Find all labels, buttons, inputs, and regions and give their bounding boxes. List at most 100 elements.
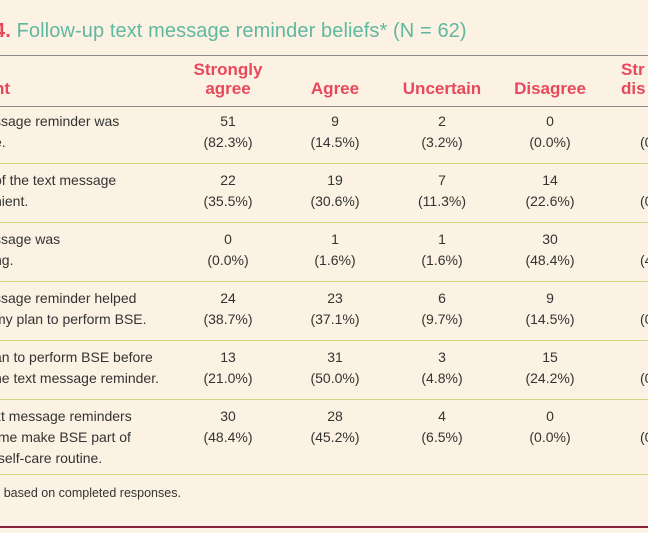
row-divider [0,399,648,400]
cell-percent: (24.2%) [525,370,575,386]
cell-count: 24 [220,290,236,306]
cell-percent: (14.5%) [310,134,360,150]
cell-disagree: 30 (48.4%) [505,229,595,271]
table-title-text: Follow-up text message reminder beliefs*… [16,20,467,42]
cell-count: 1 [331,231,339,247]
cell-percent: (38.7%) [203,311,253,327]
cell-count: 7 [438,172,446,188]
table-title: 4. Follow-up text message reminder belie… [0,20,467,43]
row-statement-line: xt message reminders [0,408,132,424]
cell-agree: 19 (30.6%) [290,170,380,212]
cell-strongly-disagree: (0 [640,429,648,445]
cell-percent: (6.5%) [421,429,463,445]
cell-count: 3 [438,349,446,365]
cell-count: 23 [327,290,343,306]
cell-percent: (0.0%) [529,134,571,150]
cell-agree: 31 (50.0%) [290,347,380,389]
row-statement: ssage was ng. [0,229,60,271]
col-header-strongly-disagree: Str dis [621,60,646,98]
cell-strongly-agree: 51 (82.3%) [183,111,273,153]
row-statement-line: me make BSE part of [0,429,131,445]
cell-disagree: 0 (0.0%) [505,111,595,153]
cell-disagree: 14 (22.6%) [505,170,595,212]
cell-uncertain: 6 (9.7%) [397,288,487,330]
cell-count: 2 [438,113,446,129]
cell-uncertain: 7 (11.3%) [397,170,487,212]
cell-percent: (50.0%) [310,370,360,386]
cell-strongly-agree: 22 (35.5%) [183,170,273,212]
cell-percent: (3.2%) [421,134,463,150]
cell-uncertain: 1 (1.6%) [397,229,487,271]
cell-percent: (9.7%) [421,311,463,327]
header-rule [0,106,648,107]
row-statement-line: an to perform BSE before [0,349,153,365]
col-header-strongly-disagree-line2: dis [621,79,646,98]
cell-uncertain: 2 (3.2%) [397,111,487,153]
cell-disagree: 9 (14.5%) [505,288,595,330]
cell-count: 0 [546,113,554,129]
row-statement: of the text message nient. [0,170,116,212]
row-divider [0,281,648,282]
cell-count: 0 [546,408,554,424]
cell-strongly-agree: 24 (38.7%) [183,288,273,330]
cell-disagree: 0 (0.0%) [505,406,595,448]
cell-percent: (30.6%) [310,193,360,209]
cell-uncertain: 4 (6.5%) [397,406,487,448]
row-statement: ssage reminder helped my plan to perform … [0,288,147,330]
cell-percent: (45.2%) [310,429,360,445]
cell-percent: (48.4%) [203,429,253,445]
row-statement-line: my plan to perform BSE. [0,311,147,327]
cell-percent: (37.1%) [310,311,360,327]
cell-agree: 1 (1.6%) [290,229,380,271]
cell-strongly-disagree: (0 [640,311,648,327]
cell-agree: 9 (14.5%) [290,111,380,153]
cell-percent: (22.6%) [525,193,575,209]
cell-count: 22 [220,172,236,188]
cell-agree: 28 (45.2%) [290,406,380,448]
cell-percent: (1.6%) [314,252,356,268]
cell-strongly-disagree: (0 [640,134,648,150]
cell-count: 9 [331,113,339,129]
top-rule [0,55,648,56]
cell-count: 9 [546,290,554,306]
cell-count: 4 [438,408,446,424]
cell-percent: (21.0%) [203,370,253,386]
cell-percent: (48.4%) [525,252,575,268]
cell-count: 30 [542,231,558,247]
cell-count: 19 [327,172,343,188]
row-statement: ssage reminder was e. [0,111,119,153]
row-statement-line: ssage reminder helped [0,290,137,306]
col-header-agree: Agree [310,79,360,98]
cell-percent: (1.6%) [421,252,463,268]
row-statement-line: ssage reminder was [0,113,120,129]
row-statement-line: self-care routine. [0,450,103,466]
footnote: s based on completed responses. [0,486,181,500]
col-header-strongly-agree: Strongly agree [183,60,273,98]
cell-strongly-agree: 0 (0.0%) [183,229,273,271]
table-number: 4. [0,20,11,42]
col-header-uncertain: Uncertain [402,79,482,98]
row-statement-line: nient. [0,193,29,209]
bottom-rule [0,526,648,528]
col-header-strongly-agree-line1: Strongly [193,60,263,79]
row-divider [0,340,648,341]
row-divider [0,222,648,223]
cell-count: 31 [327,349,343,365]
cell-count: 30 [220,408,236,424]
cell-count: 6 [438,290,446,306]
col-header-strongly-agree-line2: agree [205,79,251,98]
cell-percent: (0.0%) [207,252,249,268]
cell-percent: (0.0%) [529,429,571,445]
cell-percent: (4.8%) [421,370,463,386]
row-divider [0,163,648,164]
row-divider [0,474,648,475]
row-statement-line: ssage was [0,231,61,247]
col-header-disagree: Disagree [514,79,586,98]
cell-agree: 23 (37.1%) [290,288,380,330]
cell-percent: (35.5%) [203,193,253,209]
row-statement-line: he text message reminder. [0,370,159,386]
cell-strongly-agree: 13 (21.0%) [183,347,273,389]
col-header-strongly-disagree-line1: Str [621,60,645,79]
cell-count: 28 [327,408,343,424]
cell-percent: (14.5%) [525,311,575,327]
